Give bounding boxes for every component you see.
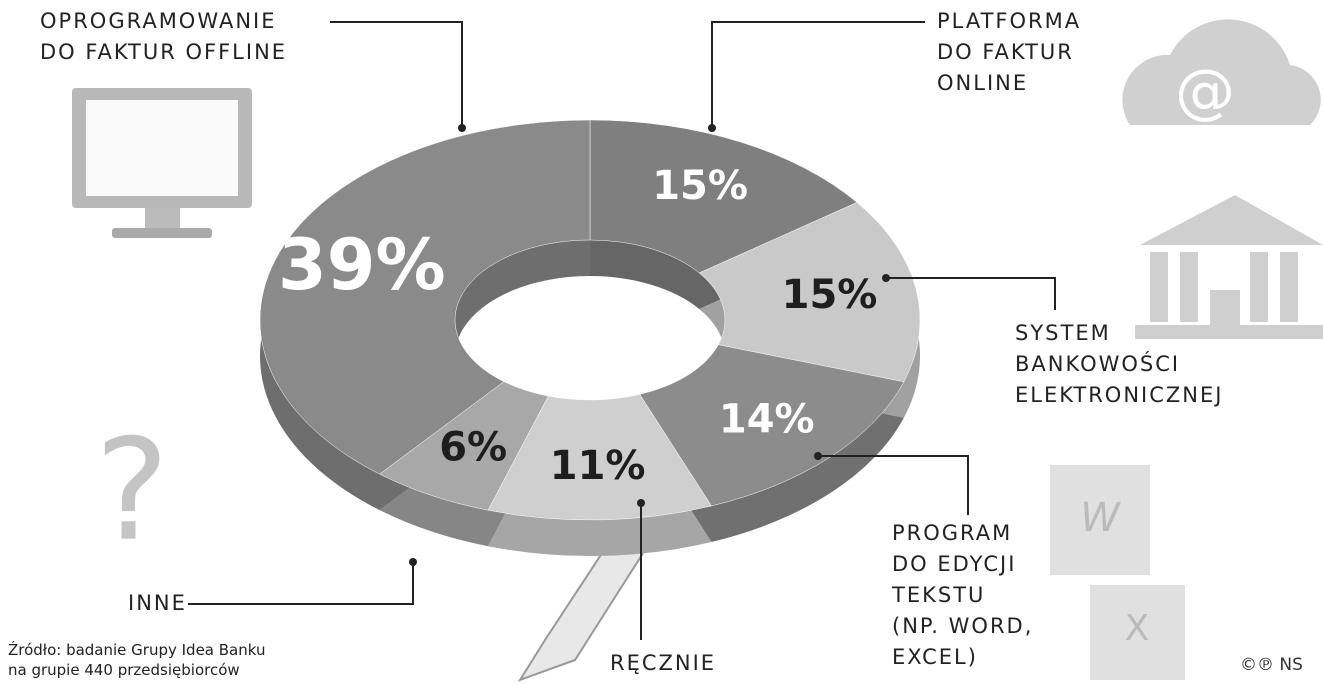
leader-line [330,21,463,128]
slice [259,119,591,475]
svg-text:@: @ [1175,57,1235,127]
value-label: 39% [278,224,446,306]
credit: ©℗ NS [1240,655,1303,675]
value-label: 11% [550,443,646,489]
leader-line [188,562,414,605]
value-label: 15% [652,163,748,209]
leader-dot [637,499,645,507]
document-icons: W X [1050,465,1185,680]
slice [487,394,712,521]
leader-line [711,21,925,128]
category-label: INNE [128,591,187,615]
value-label: 6% [439,425,507,471]
leader-line [818,455,969,515]
cloud-icon: @ [1122,19,1321,127]
category-label: RĘCZNIE [610,651,717,675]
slice [589,119,858,274]
monitor-icon [72,88,252,238]
category-label: PROGRAM DO EDYCJI TEKSTU (NP. WORD, EXCE… [892,521,1034,669]
leader-dot [458,124,466,132]
slice [698,202,921,383]
value-label: 15% [782,272,878,318]
bank-icon [1135,195,1323,339]
slice [639,344,905,507]
svg-text:X: X [1125,608,1150,649]
category-label: PLATFORMA DO FAKTUR ONLINE [937,9,1082,95]
category-label: OPROGRAMOWANIE DO FAKTUR OFFLINE [40,9,288,64]
leader-dot [882,274,890,282]
leader-dot [409,558,417,566]
leader-dot [814,452,822,460]
svg-text:?: ? [95,410,169,573]
question-icon: ? [95,410,169,573]
value-label: 14% [719,396,815,442]
leader-line [886,277,1056,310]
leader-dot [708,124,716,132]
category-label: SYSTEM BANKOWOŚCI ELEKTRONICZNEJ [1015,321,1224,407]
svg-text:W: W [1080,495,1121,541]
source: Źródło: badanie Grupy Idea Banku na grup… [8,641,266,679]
